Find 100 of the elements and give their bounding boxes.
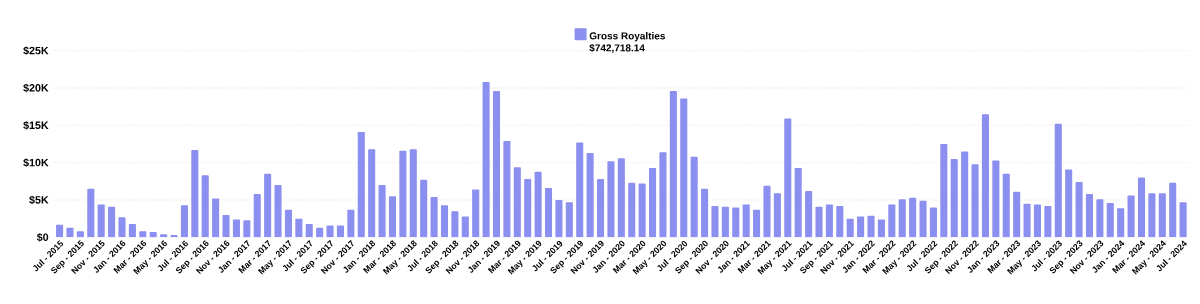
- bar: [1023, 203, 1031, 238]
- bar: [191, 149, 199, 238]
- bar: [596, 179, 605, 238]
- bar: [950, 158, 958, 238]
- bar: [732, 207, 740, 238]
- bar: [638, 183, 646, 238]
- bar: [753, 209, 761, 238]
- bar: [929, 207, 937, 238]
- bar: [607, 161, 615, 238]
- annotation: $742,718.14: [589, 43, 645, 53]
- bar: [513, 167, 521, 238]
- bar: [888, 204, 896, 238]
- bar: [1002, 173, 1010, 238]
- bar: [544, 188, 553, 238]
- bar: [857, 216, 865, 238]
- y-tick-label: $20K: [23, 83, 49, 93]
- bar: [357, 132, 365, 238]
- bar: [336, 225, 344, 238]
- bar: [659, 152, 667, 238]
- bar: [1096, 199, 1104, 238]
- bar: [368, 149, 376, 238]
- bar: [87, 188, 95, 238]
- bar: [430, 197, 438, 238]
- bar: [451, 211, 459, 238]
- bar: [97, 204, 105, 238]
- bar: [649, 167, 657, 238]
- bar: [805, 191, 813, 238]
- bar: [981, 114, 989, 238]
- bar: [347, 209, 355, 238]
- bar: [763, 185, 771, 238]
- bar: [1054, 123, 1062, 238]
- bar: [128, 223, 136, 238]
- bar: [420, 179, 428, 238]
- bar: [721, 206, 729, 238]
- bar: [971, 164, 979, 238]
- y-tick-label: $5K: [29, 195, 49, 205]
- bar: [232, 219, 240, 238]
- bar: [742, 204, 750, 238]
- bar: [586, 152, 594, 238]
- bar: [1044, 205, 1052, 238]
- legend-label: Gross Royalties: [589, 32, 665, 42]
- bar: [399, 150, 407, 238]
- bar: [576, 142, 584, 238]
- bar: [409, 149, 417, 238]
- bar: [108, 206, 116, 238]
- bar: [669, 90, 677, 238]
- bar: [118, 217, 126, 238]
- bar: [867, 215, 875, 238]
- bar: [1117, 208, 1125, 238]
- bar: [1127, 195, 1135, 238]
- bar: [909, 197, 917, 238]
- bar: [264, 173, 272, 238]
- bar: [524, 179, 532, 238]
- y-tick-label: $10K: [23, 158, 49, 168]
- bar: [1075, 182, 1083, 238]
- bar: [66, 227, 74, 238]
- bar: [784, 118, 792, 238]
- bar: [212, 198, 220, 238]
- y-tick-label: $0: [36, 232, 49, 242]
- bar: [690, 156, 698, 238]
- bar: [711, 205, 719, 238]
- bar: [482, 82, 490, 238]
- bar: [1169, 182, 1177, 238]
- bar: [388, 196, 397, 238]
- bar: [1137, 177, 1146, 238]
- bar: [825, 204, 833, 238]
- bar: [565, 202, 573, 238]
- bar: [253, 194, 261, 238]
- bar: [472, 189, 480, 238]
- bar: [201, 175, 209, 238]
- bar: [378, 185, 386, 238]
- bar: [274, 185, 282, 238]
- bar: [940, 144, 948, 238]
- bar: [56, 224, 64, 238]
- y-tick-label: $25K: [23, 46, 49, 56]
- bar: [919, 200, 927, 238]
- bar: [1033, 204, 1041, 238]
- bar: [534, 171, 542, 238]
- bar: [877, 219, 885, 238]
- bar: [284, 209, 292, 238]
- bar: [1085, 194, 1094, 238]
- bar: [1179, 202, 1187, 238]
- bar: [992, 160, 1000, 238]
- bar: [1013, 191, 1021, 238]
- bar: [243, 220, 251, 238]
- bar: [701, 188, 709, 238]
- bar: [305, 223, 313, 238]
- bar: [846, 218, 854, 238]
- bar: [773, 193, 781, 238]
- bar: [440, 205, 449, 238]
- bar: [794, 167, 802, 238]
- bar: [295, 218, 303, 238]
- bar: [1065, 169, 1073, 238]
- y-tick-label: $15K: [23, 120, 49, 130]
- bar: [461, 216, 469, 238]
- bar: [316, 227, 324, 238]
- bar: [1148, 193, 1156, 238]
- bar: [326, 225, 334, 238]
- bar: [222, 214, 230, 238]
- bar: [680, 98, 688, 238]
